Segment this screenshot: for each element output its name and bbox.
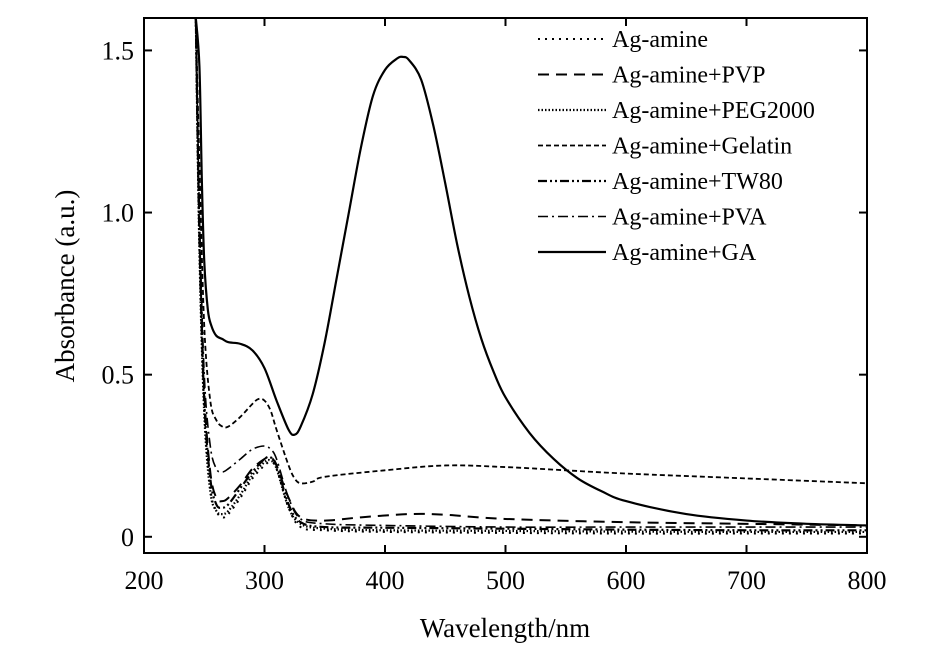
y-axis-label: Absorbance (a.u.) — [50, 190, 80, 383]
y-tick-label: 1.5 — [102, 36, 135, 65]
legend-label: Ag-amine+TW80 — [612, 169, 783, 195]
x-tick-label: 800 — [848, 566, 887, 595]
y-tick-label: 1.0 — [102, 199, 135, 228]
legend: Ag-amine Ag-amine+PVP Ag-amine+PEG2000 Ag-a… — [538, 27, 815, 266]
series-line-ag-amine-pvp — [194, 18, 867, 527]
legend-label: Ag-amine+PVA — [612, 205, 767, 231]
x-tick-label: 200 — [125, 566, 164, 595]
y-tick-label: 0 — [121, 523, 134, 552]
y-tick-label: 0.5 — [102, 361, 135, 390]
legend-label: Ag-amine+PVP — [612, 63, 766, 89]
x-tick-label: 400 — [366, 566, 405, 595]
legend-label: Ag-amine — [612, 27, 708, 53]
x-tick-label: 600 — [607, 566, 646, 595]
x-tick-label: 700 — [727, 566, 766, 595]
series-line-ag-amine-ga — [194, 18, 867, 527]
series-line-ag-amine — [194, 18, 867, 535]
series-group — [194, 18, 867, 535]
axis-ticks: 200 300 400 500 600 700 800 0 0.5 1.0 1.5 — [102, 18, 887, 595]
x-tick-label: 500 — [486, 566, 525, 595]
x-tick-label: 300 — [245, 566, 284, 595]
legend-label: Ag-amine+Gelatin — [612, 134, 792, 160]
x-axis-label: Wavelength/nm — [420, 613, 590, 643]
legend-label: Ag-amine+PEG2000 — [612, 98, 815, 124]
legend-label: Ag-amine+GA — [612, 240, 757, 266]
series-line-ag-amine-gelatin — [194, 18, 867, 485]
series-line-ag-amine-tw80 — [194, 18, 867, 532]
series-line-ag-amine-pva — [195, 18, 867, 528]
series-line-ag-amine-peg2000 — [194, 18, 867, 534]
